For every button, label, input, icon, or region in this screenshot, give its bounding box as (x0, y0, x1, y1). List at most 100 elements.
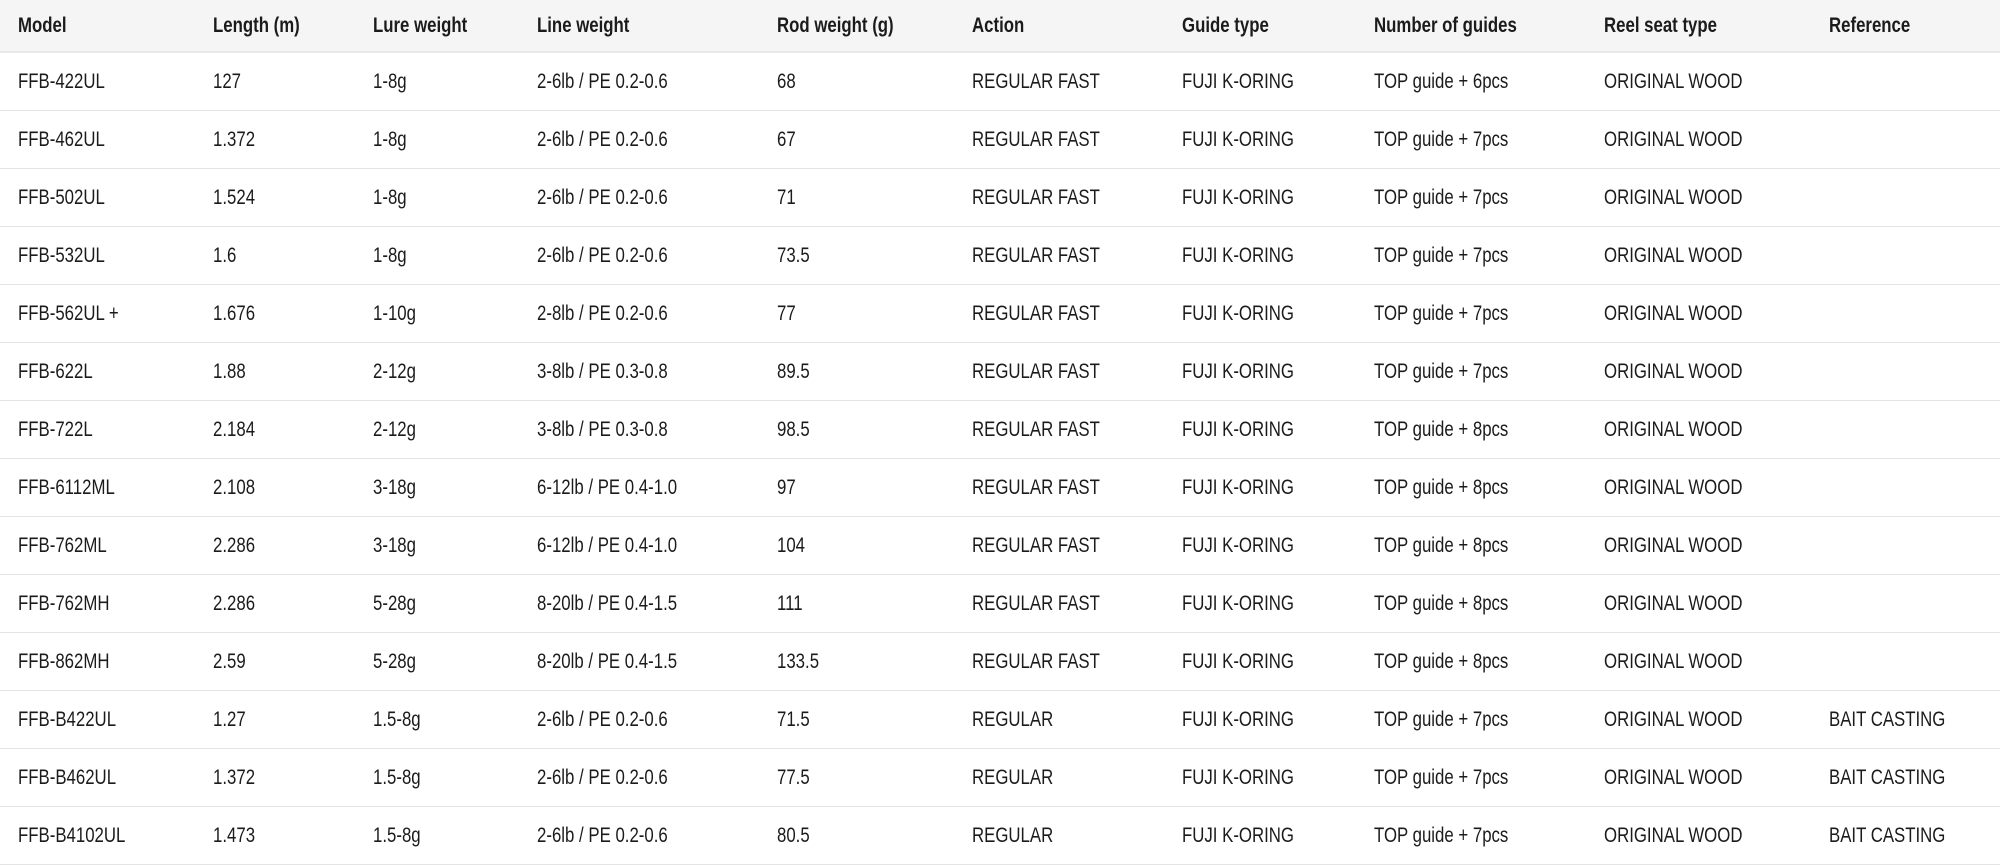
cell-text: 2-6lb / PE 0.2-0.6 (537, 127, 668, 151)
cell-lure-weight: 1.5-8g (373, 748, 537, 807)
cell-line-weight: 3-8lb / PE 0.3-0.8 (537, 400, 777, 459)
cell-action: REGULAR FAST (972, 226, 1182, 285)
cell-text: FUJI K-ORING (1182, 475, 1294, 499)
cell-text: 1.372 (213, 765, 256, 789)
cell-model: FFB-502UL (0, 168, 213, 227)
cell-reference: BAIT CASTING (1829, 748, 2000, 807)
cell-text: REGULAR FAST (972, 533, 1100, 557)
cell-reference (1829, 284, 2000, 343)
cell-text: TOP guide + 8pcs (1374, 649, 1509, 673)
cell-text: REGULAR FAST (972, 243, 1100, 267)
cell-text: FUJI K-ORING (1182, 591, 1294, 615)
cell-length: 1.88 (213, 342, 373, 401)
table-row: FFB-422UL 127 1-8g 2-6lb / PE 0.2-0.6 68 REGU… (0, 52, 2000, 111)
cell-model: FFB-462UL (0, 110, 213, 169)
cell-text: TOP guide + 7pcs (1374, 301, 1509, 325)
cell-text: REGULAR FAST (972, 475, 1100, 499)
cell-text: REGULAR FAST (972, 301, 1100, 325)
column-header-rod-weight: Rod weight (g) (777, 0, 972, 53)
column-header-action: Action (972, 0, 1182, 53)
cell-text: ORIGINAL WOOD (1604, 707, 1743, 731)
cell-text: TOP guide + 7pcs (1374, 823, 1509, 847)
cell-model: FFB-6112ML (0, 458, 213, 517)
cell-text: 2.184 (213, 417, 256, 441)
column-header-label: Line weight (537, 13, 630, 37)
cell-number-of-guides: TOP guide + 8pcs (1374, 574, 1604, 633)
cell-line-weight: 2-6lb / PE 0.2-0.6 (537, 806, 777, 865)
cell-reel-seat-type: ORIGINAL WOOD (1604, 690, 1829, 749)
cell-rod-weight: 89.5 (777, 342, 972, 401)
cell-text: 8-20lb / PE 0.4-1.5 (537, 649, 678, 673)
cell-rod-weight: 68 (777, 52, 972, 111)
cell-number-of-guides: TOP guide + 7pcs (1374, 806, 1604, 865)
cell-rod-weight: 80.5 (777, 806, 972, 865)
table-body: FFB-422UL 127 1-8g 2-6lb / PE 0.2-0.6 68 REGU… (0, 52, 2000, 865)
cell-line-weight: 8-20lb / PE 0.4-1.5 (537, 632, 777, 691)
cell-number-of-guides: TOP guide + 6pcs (1374, 52, 1604, 111)
cell-lure-weight: 5-28g (373, 632, 537, 691)
cell-text: 2.286 (213, 591, 256, 615)
cell-text: 133.5 (777, 649, 820, 673)
cell-guide-type: FUJI K-ORING (1182, 110, 1374, 169)
cell-text: FUJI K-ORING (1182, 417, 1294, 441)
cell-rod-weight: 71.5 (777, 690, 972, 749)
cell-text: 2-6lb / PE 0.2-0.6 (537, 243, 668, 267)
cell-guide-type: FUJI K-ORING (1182, 226, 1374, 285)
cell-action: REGULAR FAST (972, 516, 1182, 575)
cell-reel-seat-type: ORIGINAL WOOD (1604, 748, 1829, 807)
cell-action: REGULAR FAST (972, 342, 1182, 401)
cell-text: 1.524 (213, 185, 256, 209)
cell-text: REGULAR FAST (972, 69, 1100, 93)
cell-line-weight: 2-6lb / PE 0.2-0.6 (537, 52, 777, 111)
cell-text: REGULAR FAST (972, 417, 1100, 441)
cell-rod-weight: 77 (777, 284, 972, 343)
cell-number-of-guides: TOP guide + 7pcs (1374, 690, 1604, 749)
table-row: FFB-622L 1.88 2-12g 3-8lb / PE 0.3-0.8 89.5 R… (0, 342, 2000, 401)
column-header-label: Rod weight (g) (777, 13, 894, 37)
cell-model: FFB-B422UL (0, 690, 213, 749)
cell-text: FUJI K-ORING (1182, 127, 1294, 151)
cell-text: 71 (777, 185, 796, 209)
cell-text: 2-6lb / PE 0.2-0.6 (537, 69, 668, 93)
cell-reference (1829, 400, 2000, 459)
cell-text: TOP guide + 7pcs (1374, 127, 1509, 151)
cell-reel-seat-type: ORIGINAL WOOD (1604, 458, 1829, 517)
cell-guide-type: FUJI K-ORING (1182, 574, 1374, 633)
table-row: FFB-502UL 1.524 1-8g 2-6lb / PE 0.2-0.6 71 RE… (0, 168, 2000, 227)
cell-lure-weight: 1-8g (373, 226, 537, 285)
cell-model: FFB-B462UL (0, 748, 213, 807)
cell-text: 2-12g (373, 359, 416, 383)
cell-text: FUJI K-ORING (1182, 359, 1294, 383)
cell-text: FFB-722L (18, 417, 93, 441)
cell-line-weight: 2-6lb / PE 0.2-0.6 (537, 110, 777, 169)
cell-action: REGULAR (972, 806, 1182, 865)
cell-text: 2.108 (213, 475, 256, 499)
cell-text: REGULAR (972, 707, 1054, 731)
cell-reference (1829, 632, 2000, 691)
column-header-model: Model (0, 0, 213, 53)
cell-number-of-guides: TOP guide + 8pcs (1374, 516, 1604, 575)
cell-guide-type: FUJI K-ORING (1182, 168, 1374, 227)
cell-text: FUJI K-ORING (1182, 69, 1294, 93)
cell-text: 1.676 (213, 301, 256, 325)
cell-text: BAIT CASTING (1829, 707, 1946, 731)
cell-reference (1829, 342, 2000, 401)
cell-text: FUJI K-ORING (1182, 301, 1294, 325)
cell-guide-type: FUJI K-ORING (1182, 690, 1374, 749)
cell-guide-type: FUJI K-ORING (1182, 52, 1374, 111)
cell-text: FUJI K-ORING (1182, 533, 1294, 557)
cell-text: FUJI K-ORING (1182, 649, 1294, 673)
cell-number-of-guides: TOP guide + 7pcs (1374, 284, 1604, 343)
cell-guide-type: FUJI K-ORING (1182, 806, 1374, 865)
cell-text: ORIGINAL WOOD (1604, 69, 1743, 93)
cell-model: FFB-722L (0, 400, 213, 459)
column-header-label: Number of guides (1374, 13, 1517, 37)
cell-text: TOP guide + 7pcs (1374, 359, 1509, 383)
column-header-label: Guide type (1182, 13, 1269, 37)
cell-length: 1.372 (213, 748, 373, 807)
cell-text: FUJI K-ORING (1182, 185, 1294, 209)
cell-length: 1.6 (213, 226, 373, 285)
cell-text: 3-18g (373, 533, 416, 557)
table-row: FFB-862MH 2.59 5-28g 8-20lb / PE 0.4-1.5 133… (0, 632, 2000, 691)
cell-action: REGULAR FAST (972, 284, 1182, 343)
